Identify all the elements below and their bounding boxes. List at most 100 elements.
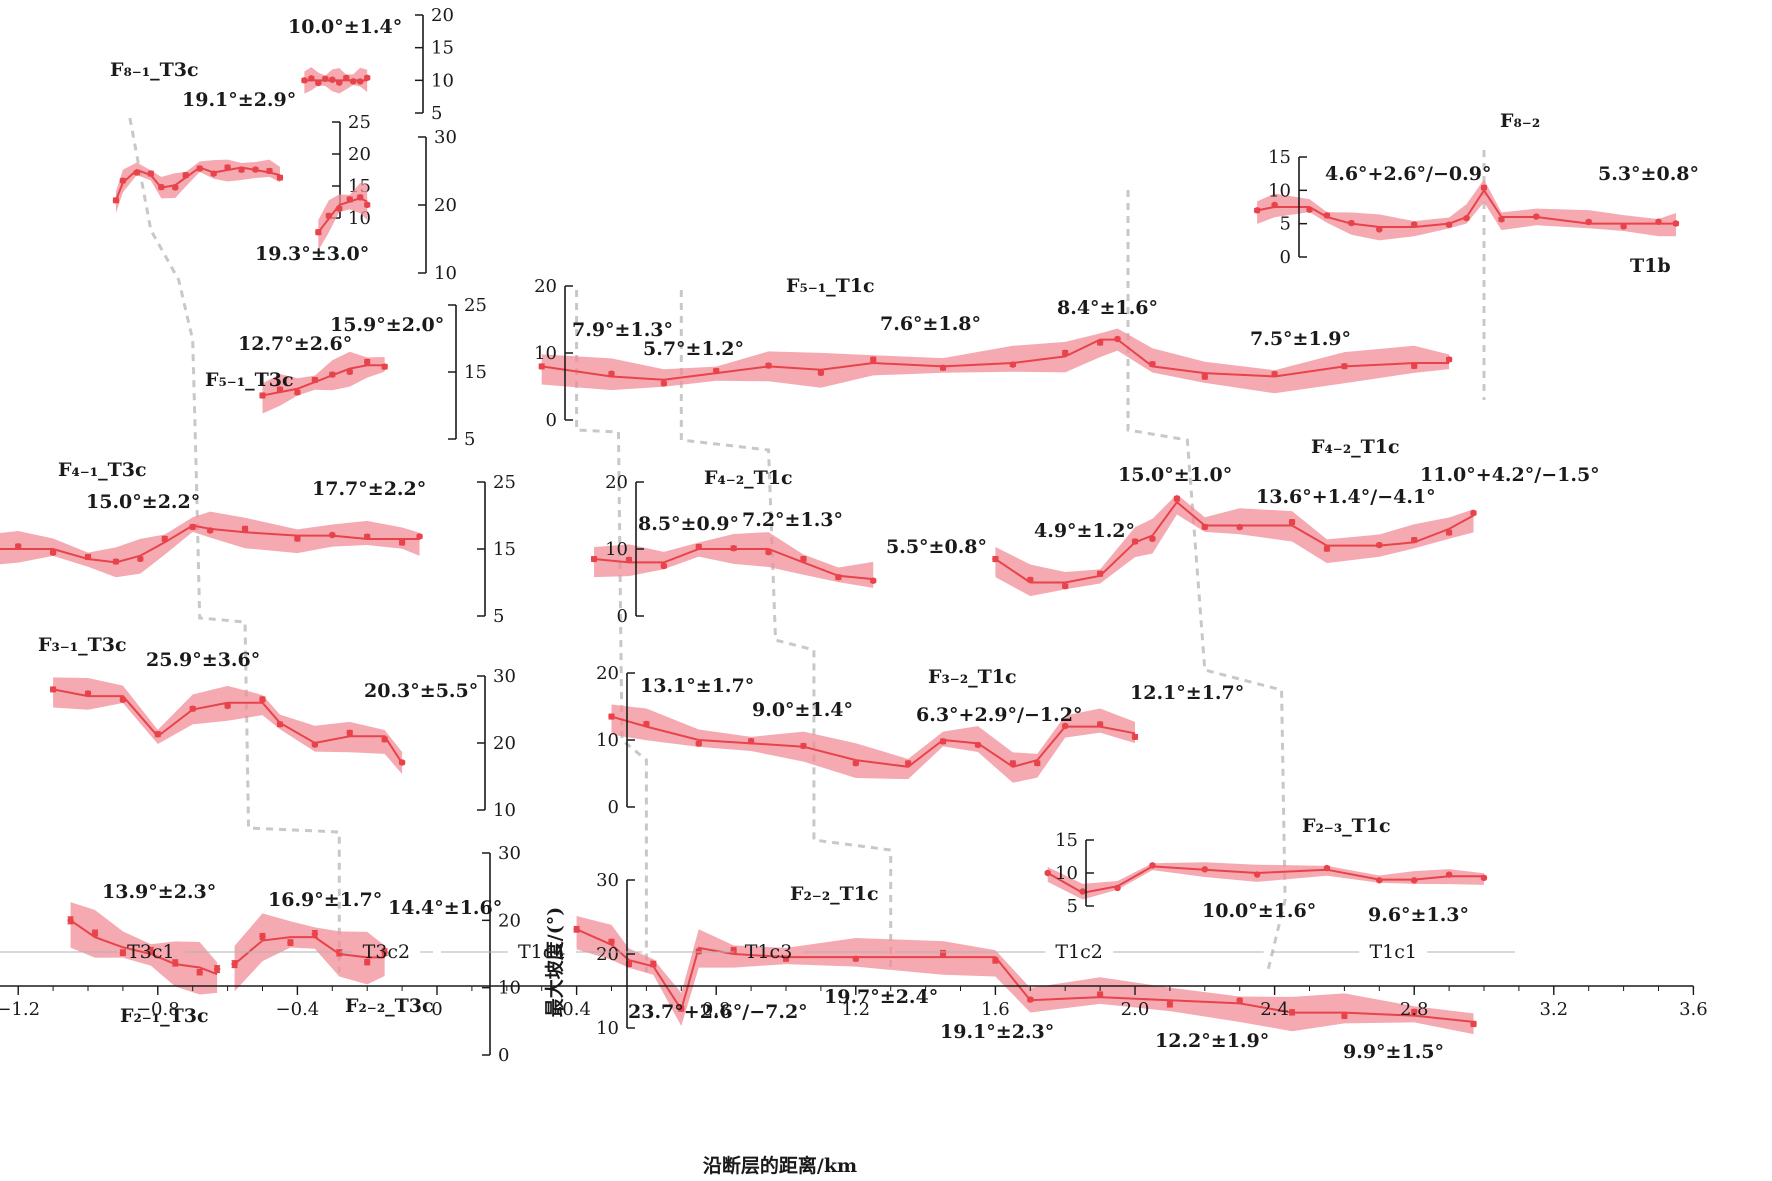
data-point: [904, 760, 912, 767]
data-point: [231, 960, 238, 968]
data-point: [315, 79, 322, 87]
data-point: [147, 947, 155, 955]
x-tick-label: 0.8: [702, 999, 731, 1020]
data-point: [1655, 218, 1662, 225]
data-point: [301, 77, 308, 84]
panel-F5-1-T1c: 20 10 0 F₅₋₁_T1c 7.9°±1.3°5.7°±1.2° 7.6°±1.8°…: [534, 275, 1453, 431]
data-point: [590, 555, 598, 563]
panel-title: F₃₋₁_T3c: [38, 634, 127, 656]
panel-tick-label: 0: [608, 797, 619, 818]
segment-label: T1c1: [1370, 941, 1418, 963]
panel-tick-label: 20: [596, 944, 619, 965]
data-point: [1149, 535, 1156, 542]
slope-annotation: 14.4°±1.6°: [388, 897, 502, 919]
data-point: [1498, 216, 1505, 223]
data-point: [1445, 221, 1453, 228]
panel-tick-label: 10: [596, 1018, 619, 1039]
panel-F2-3-T1c: 15 10 5 F₂₋₃_T1c 10.0°±1.6° 9.6°±1.3°: [1044, 815, 1488, 926]
data-point: [1096, 721, 1104, 728]
data-point: [1306, 206, 1313, 213]
data-point: [350, 78, 357, 85]
panel-title: F₃₋₂_T1c: [928, 666, 1017, 688]
x-tick-label: −0.8: [136, 999, 180, 1020]
slope-annotation: 9.0°±1.4°: [752, 699, 853, 721]
data-point: [210, 170, 217, 177]
data-point: [91, 929, 99, 937]
panel-title: F₄₋₂_T1c: [704, 467, 793, 489]
panel-title: F₄₋₂_T1c: [1311, 436, 1400, 458]
confidence-band: [541, 328, 1450, 394]
data-point: [381, 949, 388, 956]
data-point: [294, 535, 301, 542]
panel-title: F₂₋₂_T1c: [790, 883, 879, 905]
data-point: [336, 205, 343, 212]
panel-subtitle: T1b: [1630, 255, 1671, 277]
data-point: [49, 686, 57, 693]
data-point: [1376, 877, 1383, 884]
data-point: [357, 194, 364, 201]
data-point: [678, 1005, 685, 1012]
x-axis: −1.2 −0.8 −0.4 0 0.4 0.8 1.2 1.6 2.0 2.4 2.8 3.2 3.6: [0, 985, 1708, 1020]
confidence-band: [1047, 862, 1484, 900]
panel-tick-label: 5: [431, 103, 442, 124]
data-point: [294, 389, 301, 396]
slope-annotation: 13.1°±1.7°: [640, 675, 754, 697]
data-point: [154, 731, 161, 738]
panel-tick-label: 10: [498, 978, 521, 999]
data-point: [1253, 207, 1261, 214]
x-tick-label: 2.4: [1260, 999, 1289, 1020]
x-tick-label: 2.8: [1400, 999, 1429, 1020]
panel-title: F₄₋₁_T3c: [58, 459, 147, 481]
slope-annotation: 5.5°±0.8°: [886, 536, 987, 558]
data-point: [364, 74, 371, 81]
x-tick-label: 1.2: [841, 999, 870, 1020]
slope-annotation: 13.9°±2.3°: [102, 881, 216, 903]
data-point: [206, 527, 214, 534]
confidence-band: [115, 159, 280, 214]
data-point: [852, 955, 859, 963]
slope-annotation: 25.9°±3.6°: [146, 649, 260, 671]
data-point: [1480, 874, 1488, 882]
data-point: [1411, 536, 1418, 544]
data-point: [695, 948, 702, 955]
data-point: [1236, 523, 1243, 531]
data-point: [1376, 226, 1383, 233]
data-point: [1096, 991, 1104, 998]
x-tick-label: 2.0: [1121, 999, 1150, 1020]
data-point: [835, 573, 842, 581]
data-point: [364, 201, 371, 209]
panel-tick-label: 15: [464, 362, 487, 383]
slope-annotation: 6.3°+2.9°/−1.2°: [916, 704, 1082, 726]
data-point: [800, 555, 807, 563]
slope-annotation: 7.6°±1.8°: [880, 313, 981, 335]
data-point: [1341, 1012, 1348, 1019]
confidence-band: [234, 913, 385, 992]
data-point: [346, 196, 353, 203]
data-point: [259, 696, 266, 703]
data-point: [308, 75, 315, 82]
data-point: [992, 555, 999, 563]
data-point: [1445, 356, 1453, 363]
panel-tick-label: 10: [596, 730, 619, 751]
data-point: [1470, 1020, 1477, 1028]
data-point: [381, 736, 388, 743]
slope-annotation: 19.1°±2.3°: [940, 1021, 1054, 1043]
slope-annotation: 19.1°±2.9°: [182, 89, 296, 111]
data-point: [224, 164, 231, 171]
data-point: [1062, 722, 1069, 730]
slope-annotation: 19.7°±2.4°: [824, 986, 938, 1008]
x-axis-label: 沿断层的距离/km: [703, 1154, 857, 1177]
data-point: [1480, 184, 1488, 191]
slope-annotation: 13.6°+1.4°/−4.1°: [1256, 486, 1436, 508]
panel-F2-2-T1c: 30 20 10 F₂₋₂_T1c 23.7°+2.6°/−7.2° 19.7°±2.4°…: [573, 870, 1477, 1063]
data-point: [1620, 223, 1627, 230]
confidence-band: [995, 494, 1474, 597]
panel-tick-label: 0: [617, 606, 628, 627]
data-point: [1470, 509, 1477, 517]
slope-annotation: 5.3°±0.8°: [1598, 163, 1699, 185]
data-point: [119, 177, 127, 184]
data-point: [158, 183, 165, 191]
segment-label: T1c3: [745, 941, 793, 963]
data-point: [196, 165, 203, 172]
